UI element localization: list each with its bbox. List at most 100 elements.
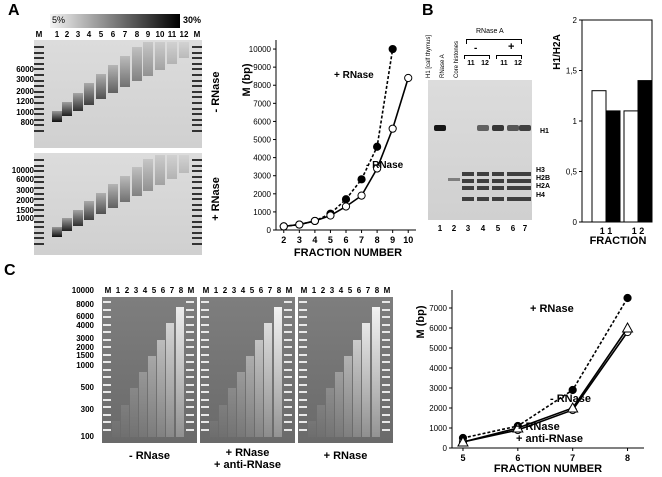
lane-number: 4	[480, 224, 486, 233]
ladder-band	[34, 192, 44, 195]
sample-smear	[108, 65, 118, 93]
lane-number: 6	[510, 224, 516, 233]
gel-c-lane-label: M	[383, 286, 391, 295]
h1-band	[477, 125, 489, 131]
sub-fraction-label: 12	[514, 60, 522, 67]
sample-smear	[130, 388, 138, 437]
x-tick-label: 7	[359, 235, 364, 245]
ladder-band	[299, 361, 307, 363]
bar	[623, 110, 639, 223]
gel-c-lane-label: 2	[320, 286, 326, 295]
ladder-band	[186, 331, 194, 333]
ladder-band	[34, 124, 44, 127]
ladder-band	[103, 316, 111, 318]
gradient-low-label: 5%	[52, 15, 66, 25]
ladder-band	[192, 57, 202, 60]
ladder-band	[192, 209, 202, 212]
gel-c-lane-label: M	[187, 286, 195, 295]
ladder-band	[103, 406, 111, 408]
data-point	[295, 220, 304, 229]
core-histone-band	[462, 197, 474, 201]
size-label: 1200	[16, 97, 34, 106]
sample-smear	[210, 420, 218, 437]
gel-b-histones	[428, 80, 532, 220]
y-tick-label: 5000	[429, 344, 447, 353]
gel-c-lane-label: 4	[240, 286, 246, 295]
gel-c-lane-label: 2	[124, 286, 130, 295]
core-histone-band	[492, 179, 504, 183]
core-histone-band	[519, 179, 531, 183]
annotation-plus-rnase-anti-1: + RNase	[516, 421, 560, 433]
ladder-band	[201, 323, 209, 326]
gel-c-lane-label: 6	[160, 286, 166, 295]
h1-band	[434, 125, 446, 131]
y-axis-label: M (bp)	[241, 63, 253, 96]
minus-bracket	[464, 55, 490, 59]
ladder-band	[299, 308, 307, 311]
ladder-band	[382, 353, 390, 356]
x-tick-label: 5	[460, 453, 465, 463]
gel-a-lane-label: 7	[122, 30, 128, 39]
ladder-band	[103, 346, 111, 348]
ladder-band	[284, 368, 292, 371]
gel-c-lane-label: 5	[249, 286, 255, 295]
y-tick-label: 1	[573, 117, 578, 126]
ladder-band	[382, 398, 390, 401]
ladder-band	[34, 51, 44, 54]
ladder-band	[201, 353, 209, 356]
ladder-band	[192, 113, 202, 116]
ladder-band	[34, 209, 44, 212]
y-tick-label: 1000	[429, 424, 447, 433]
chart-c: 0 1000 2000 3000 4000 5000 6000 7000 5 6 7 8 M (bp) F…	[415, 290, 644, 475]
gel-a-lane-label: 12	[179, 30, 189, 39]
sub-fraction-label: 11	[500, 60, 508, 67]
gel-c-lane-label: 8	[276, 286, 282, 295]
ladder-band	[186, 428, 194, 431]
sample-smear	[96, 192, 106, 214]
ladder-band	[34, 159, 44, 161]
size-label: 3000	[16, 186, 34, 195]
ladder-band	[34, 231, 44, 234]
sample-smear	[335, 372, 343, 437]
ladder-band	[34, 79, 44, 82]
ladder-band	[299, 413, 307, 416]
bar	[605, 110, 621, 223]
ladder-band	[284, 338, 292, 341]
ladder-band	[299, 353, 307, 356]
sample-smear	[167, 42, 177, 64]
core-histone-band	[507, 179, 519, 183]
ladder-band	[284, 383, 292, 386]
core-histone-band	[477, 172, 489, 176]
ladder-band	[34, 85, 44, 88]
ladder-band	[201, 428, 209, 431]
gel-c-lane-label: 4	[338, 286, 344, 295]
sample-smear	[143, 158, 153, 191]
ladder-band	[192, 159, 202, 161]
size-label: 6000	[16, 175, 34, 184]
h1-band	[492, 125, 504, 131]
x-tick-label: 6	[515, 453, 520, 463]
ladder-band	[192, 187, 202, 189]
y-tick-label: 8000	[253, 81, 271, 90]
y-tick-label: 3000	[429, 384, 447, 393]
ladder-band	[201, 383, 209, 386]
sample-smear	[121, 404, 129, 437]
ladder-band	[34, 243, 44, 245]
ladder-band	[186, 361, 194, 363]
core-histone-band	[477, 186, 489, 190]
core-histone-band	[462, 172, 474, 176]
sample-smear	[62, 101, 72, 117]
gel-a-lane-label: 4	[86, 30, 92, 39]
core-histone-band	[477, 197, 489, 201]
ladder-band	[382, 421, 390, 423]
y-tick-label: 2000	[429, 404, 447, 413]
sample-smear	[176, 307, 184, 437]
cond-minus-rnase-label: - RNase	[210, 71, 222, 113]
lane-number: 1	[437, 224, 443, 233]
size-label: 2000	[16, 87, 34, 96]
data-point	[621, 321, 634, 333]
size-label: 3000	[16, 75, 34, 84]
gel-a-lane-label: 9	[145, 30, 151, 39]
sample-smear	[52, 226, 62, 238]
data-point	[310, 216, 319, 226]
